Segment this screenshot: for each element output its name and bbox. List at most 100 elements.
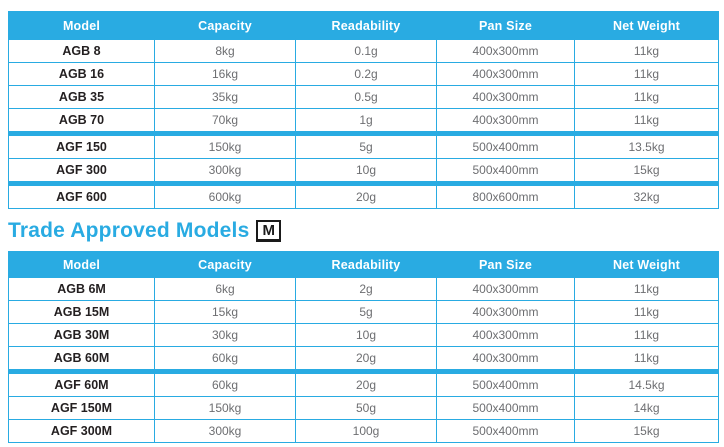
model-cell: AGF 300M [8, 419, 155, 443]
model-cell: AGB 16 [8, 62, 155, 86]
net-weight-cell: 11kg [574, 39, 719, 63]
capacity-cell: 70kg [154, 108, 296, 134]
capacity-cell: 35kg [154, 85, 296, 109]
column-header-readability: Readability [295, 11, 437, 40]
column-header-capacity: Capacity [154, 251, 296, 278]
capacity-cell: 600kg [154, 181, 296, 209]
trade-table-header: Model Capacity Readability Pan Size Net … [8, 251, 719, 278]
readability-cell: 10g [295, 158, 437, 184]
column-header-capacity: Capacity [154, 11, 296, 40]
readability-cell: 5g [295, 300, 437, 324]
column-header-net-weight: Net Weight [574, 251, 719, 278]
table-row: AGF 300 300kg 10g 500x400mm 15kg [8, 158, 719, 184]
trade-approval-m-mark: M [256, 220, 281, 242]
model-cell: AGF 150 [8, 131, 155, 159]
readability-cell: 50g [295, 396, 437, 420]
net-weight-cell: 11kg [574, 277, 719, 301]
net-weight-cell: 11kg [574, 300, 719, 324]
capacity-cell: 16kg [154, 62, 296, 86]
pan-size-cell: 500x400mm [436, 396, 575, 420]
table-row: AGB 6M 6kg 2g 400x300mm 11kg [8, 277, 719, 301]
section-title: Trade Approved Models [8, 219, 250, 242]
pan-size-cell: 500x400mm [436, 419, 575, 443]
header-row: Model Capacity Readability Pan Size Net … [8, 11, 719, 40]
table-row: AGF 150 150kg 5g 500x400mm 13.5kg [8, 131, 719, 159]
readability-cell: 20g [295, 369, 437, 397]
capacity-cell: 300kg [154, 158, 296, 184]
column-header-net-weight: Net Weight [574, 11, 719, 40]
pan-size-cell: 800x600mm [436, 181, 575, 209]
capacity-cell: 60kg [154, 346, 296, 372]
pan-size-cell: 400x300mm [436, 85, 575, 109]
table-row: AGB 30M 30kg 10g 400x300mm 11kg [8, 323, 719, 347]
table-row: AGF 60M 60kg 20g 500x400mm 14.5kg [8, 369, 719, 397]
pan-size-cell: 500x400mm [436, 158, 575, 184]
table-row: AGB 8 8kg 0.1g 400x300mm 11kg [8, 39, 719, 63]
net-weight-cell: 11kg [574, 346, 719, 372]
model-cell: AGB 6M [8, 277, 155, 301]
readability-cell: 0.1g [295, 39, 437, 63]
capacity-cell: 150kg [154, 131, 296, 159]
column-header-pan-size: Pan Size [436, 251, 575, 278]
column-header-model: Model [8, 11, 155, 40]
standard-models-table: Model Capacity Readability Pan Size Net … [8, 11, 719, 209]
trade-approved-heading: Trade Approved Models M [8, 218, 724, 244]
standard-table-header: Model Capacity Readability Pan Size Net … [8, 11, 719, 40]
table-row: AGB 70 70kg 1g 400x300mm 11kg [8, 108, 719, 134]
capacity-cell: 300kg [154, 419, 296, 443]
pan-size-cell: 400x300mm [436, 108, 575, 134]
capacity-cell: 150kg [154, 396, 296, 420]
pan-size-cell: 500x400mm [436, 369, 575, 397]
header-row: Model Capacity Readability Pan Size Net … [8, 251, 719, 278]
capacity-cell: 30kg [154, 323, 296, 347]
model-cell: AGB 15M [8, 300, 155, 324]
net-weight-cell: 32kg [574, 181, 719, 209]
readability-cell: 1g [295, 108, 437, 134]
model-cell: AGB 35 [8, 85, 155, 109]
table-row: AGB 15M 15kg 5g 400x300mm 11kg [8, 300, 719, 324]
table-row: AGF 600 600kg 20g 800x600mm 32kg [8, 181, 719, 209]
net-weight-cell: 14.5kg [574, 369, 719, 397]
net-weight-cell: 11kg [574, 323, 719, 347]
model-cell: AGB 8 [8, 39, 155, 63]
readability-cell: 20g [295, 346, 437, 372]
model-cell: AGF 60M [8, 369, 155, 397]
model-cell: AGB 70 [8, 108, 155, 134]
net-weight-cell: 11kg [574, 108, 719, 134]
readability-cell: 20g [295, 181, 437, 209]
model-cell: AGF 150M [8, 396, 155, 420]
readability-cell: 2g [295, 277, 437, 301]
pan-size-cell: 400x300mm [436, 277, 575, 301]
table-row: AGF 150M 150kg 50g 500x400mm 14kg [8, 396, 719, 420]
net-weight-cell: 15kg [574, 158, 719, 184]
model-cell: AGB 60M [8, 346, 155, 372]
net-weight-cell: 14kg [574, 396, 719, 420]
readability-cell: 10g [295, 323, 437, 347]
model-cell: AGF 600 [8, 181, 155, 209]
readability-cell: 0.2g [295, 62, 437, 86]
table-row: AGF 300M 300kg 100g 500x400mm 15kg [8, 419, 719, 443]
table-row: AGB 60M 60kg 20g 400x300mm 11kg [8, 346, 719, 372]
readability-cell: 0.5g [295, 85, 437, 109]
capacity-cell: 15kg [154, 300, 296, 324]
column-header-pan-size: Pan Size [436, 11, 575, 40]
model-cell: AGB 30M [8, 323, 155, 347]
pan-size-cell: 400x300mm [436, 300, 575, 324]
table-row: AGB 35 35kg 0.5g 400x300mm 11kg [8, 85, 719, 109]
column-header-model: Model [8, 251, 155, 278]
capacity-cell: 8kg [154, 39, 296, 63]
trade-approved-models-table: Model Capacity Readability Pan Size Net … [8, 251, 719, 443]
net-weight-cell: 13.5kg [574, 131, 719, 159]
readability-cell: 100g [295, 419, 437, 443]
readability-cell: 5g [295, 131, 437, 159]
net-weight-cell: 15kg [574, 419, 719, 443]
model-cell: AGF 300 [8, 158, 155, 184]
pan-size-cell: 400x300mm [436, 346, 575, 372]
net-weight-cell: 11kg [574, 85, 719, 109]
pan-size-cell: 400x300mm [436, 62, 575, 86]
pan-size-cell: 400x300mm [436, 323, 575, 347]
capacity-cell: 6kg [154, 277, 296, 301]
pan-size-cell: 500x400mm [436, 131, 575, 159]
net-weight-cell: 11kg [574, 62, 719, 86]
column-header-readability: Readability [295, 251, 437, 278]
